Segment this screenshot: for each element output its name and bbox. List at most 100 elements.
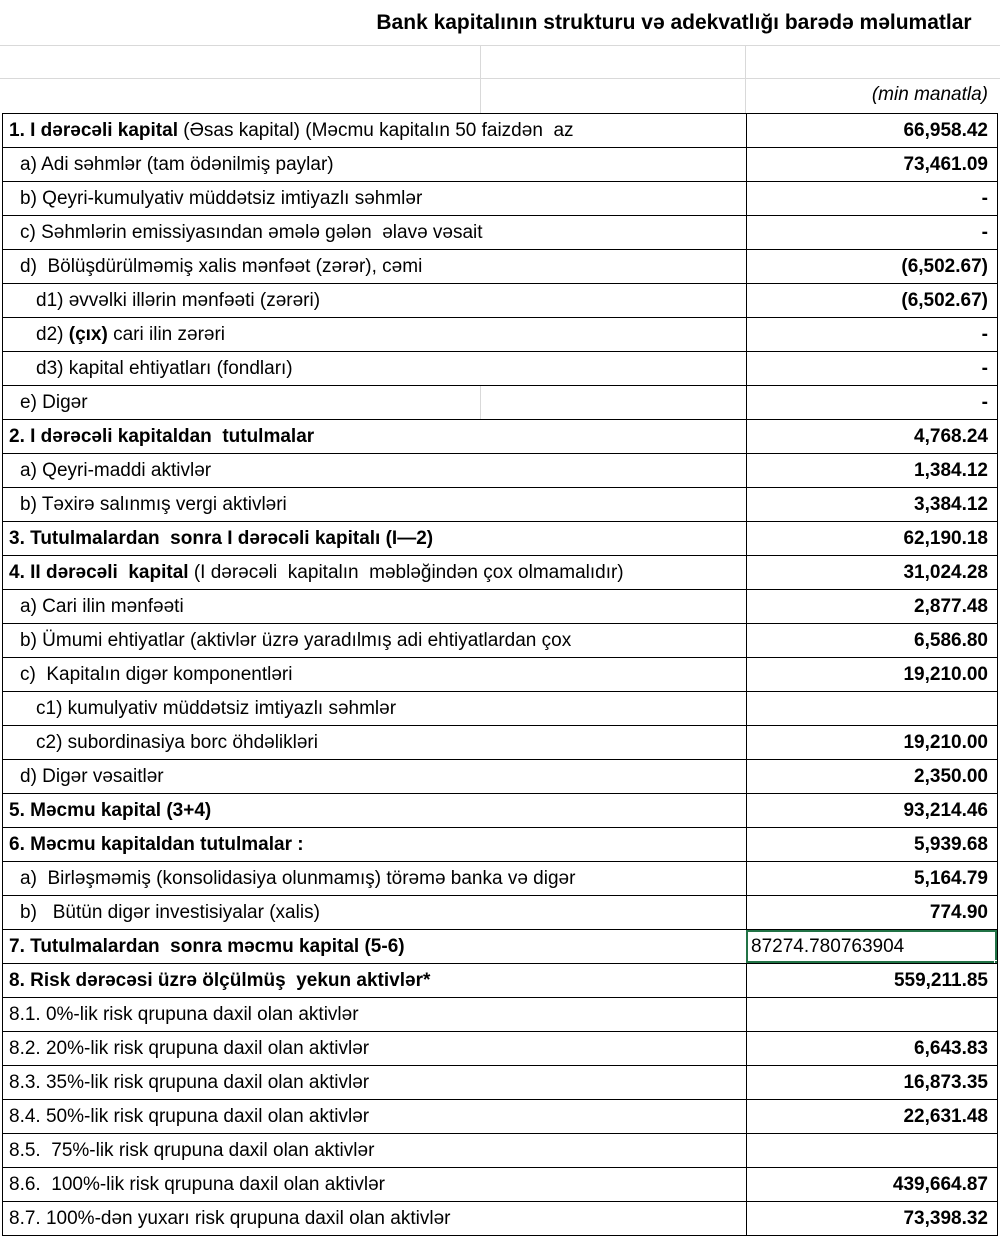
row-value-cell[interactable]: 5,164.79 <box>746 862 997 895</box>
row-label-cell[interactable]: b) Ümumi ehtiyatlar (aktivlər üzrə yarad… <box>3 624 746 657</box>
row-value-cell[interactable] <box>746 1134 997 1167</box>
row-value-cell[interactable]: 19,210.00 <box>746 726 997 759</box>
row-label-cell[interactable]: 8.7. 100%-dən yuxarı risk qrupuna daxil … <box>3 1202 746 1235</box>
row-value-cell[interactable] <box>746 998 997 1031</box>
row-label-cell[interactable]: 7. Tutulmalardan sonra məcmu kapital (5-… <box>3 930 746 963</box>
selection-fill-handle[interactable] <box>994 960 997 963</box>
row-label-text: a) Qeyri-maddi aktivlər <box>20 459 212 481</box>
row-label-text: c) Səhmlərin emissiyasından əmələ gələn … <box>20 221 483 243</box>
row-label-cell[interactable]: 3. Tutulmalardan sonra I dərəcəli kapita… <box>3 522 746 555</box>
row-value-cell[interactable]: 439,664.87 <box>746 1168 997 1201</box>
row-label-cell[interactable]: c) Kapitalın digər komponentləri <box>3 658 746 691</box>
sheet-header-area: Bank kapitalının strukturu və adekvatlığ… <box>0 0 1000 113</box>
table-row: 7. Tutulmalardan sonra məcmu kapital (5-… <box>3 930 997 964</box>
row-label-cell[interactable]: a) Birləşməmiş (konsolidasiya olunmamış)… <box>3 862 746 895</box>
table-row: b) Qeyri-kumulyativ müddətsiz imtiyazlı … <box>3 182 997 216</box>
row-value-cell[interactable]: 774.90 <box>746 896 997 929</box>
row-label-cell[interactable]: d) Bölüşdürülməmiş xalis mənfəət (zərər)… <box>3 250 746 283</box>
row-label-cell[interactable]: 5. Məcmu kapital (3+4) <box>3 794 746 827</box>
row-value-cell[interactable]: 22,631.48 <box>746 1100 997 1133</box>
row-label-cell[interactable]: 6. Məcmu kapitaldan tutulmalar : <box>3 828 746 861</box>
row-label-text: a) Adi səhmlər (tam ödənilmiş paylar) <box>20 153 334 175</box>
row-label-cell[interactable]: 2. I dərəcəli kapitaldan tutulmalar <box>3 420 746 453</box>
row-label-cell[interactable]: c) Səhmlərin emissiyasından əmələ gələn … <box>3 216 746 249</box>
row-label-cell[interactable]: a) Adi səhmlər (tam ödənilmiş paylar) <box>3 148 746 181</box>
row-label-cell[interactable]: 4. II dərəcəli kapital (I dərəcəli kapit… <box>3 556 746 589</box>
row-label-cell[interactable]: c1) kumulyativ müddətsiz imtiyazlı səhml… <box>3 692 746 725</box>
row-value-cell[interactable]: 19,210.00 <box>746 658 997 691</box>
table-row: a) Birləşməmiş (konsolidasiya olunmamış)… <box>3 862 997 896</box>
row-value-cell[interactable]: (6,502.67) <box>746 284 997 317</box>
row-label-cell[interactable]: a) Qeyri-maddi aktivlər <box>3 454 746 487</box>
row-value-cell[interactable]: - <box>746 182 997 215</box>
row-label-text: a) Birləşməmiş (konsolidasiya olunmamış)… <box>20 867 576 889</box>
row-label-text: d1) əvvəlki illərin mənfəəti (zərəri) <box>36 289 321 311</box>
row-label-cell[interactable]: 8.1. 0%-lik risk qrupuna daxil olan akti… <box>3 998 746 1031</box>
row-label-text: 7. Tutulmalardan sonra məcmu kapital (5-… <box>9 935 405 957</box>
row-label-text: 8.4. 50%-lik risk qrupuna daxil olan akt… <box>9 1105 370 1127</box>
row-value-cell[interactable]: 3,384.12 <box>746 488 997 521</box>
row-label-text: d) Bölüşdürülməmiş xalis mənfəət (zərər)… <box>20 255 423 277</box>
row-label-cell[interactable]: b) Təxirə salınmış vergi aktivləri <box>3 488 746 521</box>
row-value-cell[interactable]: 2,350.00 <box>746 760 997 793</box>
row-value-cell[interactable]: - <box>746 318 997 351</box>
table-row: 8.2. 20%-lik risk qrupuna daxil olan akt… <box>3 1032 997 1066</box>
gridline-vertical <box>745 45 746 113</box>
row-label-text: 3. Tutulmalardan sonra I dərəcəli kapita… <box>9 527 434 549</box>
row-value-cell[interactable]: 16,873.35 <box>746 1066 997 1099</box>
row-value-cell[interactable]: - <box>746 216 997 249</box>
row-label-cell[interactable]: d) Digər vəsaitlər <box>3 760 746 793</box>
row-label-cell[interactable]: b) Bütün digər investisiyalar (xalis) <box>3 896 746 929</box>
row-label-cell[interactable]: 8.5. 75%-lik risk qrupuna daxil olan akt… <box>3 1134 746 1167</box>
row-value-cell[interactable]: 66,958.42 <box>746 114 997 147</box>
table-row: 8.3. 35%-lik risk qrupuna daxil olan akt… <box>3 1066 997 1100</box>
row-value-cell[interactable]: 73,398.32 <box>746 1202 997 1235</box>
row-label-text: b) Ümumi ehtiyatlar (aktivlər üzrə yarad… <box>20 629 572 651</box>
row-value-cell[interactable]: 73,461.09 <box>746 148 997 181</box>
row-value-cell[interactable]: 1,384.12 <box>746 454 997 487</box>
row-label-cell[interactable]: 1. I dərəcəli kapital (Əsas kapital) (Mə… <box>3 114 746 147</box>
row-label-cell[interactable]: 8.3. 35%-lik risk qrupuna daxil olan akt… <box>3 1066 746 1099</box>
row-label-cell[interactable]: d3) kapital ehtiyatları (fondları) <box>3 352 746 385</box>
table-row: d1) əvvəlki illərin mənfəəti (zərəri) (6,… <box>3 284 997 318</box>
row-value-cell[interactable]: 93,214.46 <box>746 794 997 827</box>
row-label-cell[interactable]: e) Digər <box>3 386 746 419</box>
row-value-cell[interactable]: 5,939.68 <box>746 828 997 861</box>
row-label-cell[interactable]: c2) subordinasiya borc öhdəlikləri <box>3 726 746 759</box>
row-label-text: 6. Məcmu kapitaldan tutulmalar : <box>9 833 304 855</box>
table-row: b) Bütün digər investisiyalar (xalis) 774… <box>3 896 997 930</box>
row-label-cell[interactable]: 8.4. 50%-lik risk qrupuna daxil olan akt… <box>3 1100 746 1133</box>
table-row: a) Cari ilin mənfəəti 2,877.48 <box>3 590 997 624</box>
table-row: 8.5. 75%-lik risk qrupuna daxil olan akt… <box>3 1134 997 1168</box>
row-value-cell[interactable]: 559,211.85 <box>746 964 997 997</box>
table-row: 1. I dərəcəli kapital (Əsas kapital) (Mə… <box>3 114 997 148</box>
selected-value-cell[interactable]: 87274.780763904 <box>746 930 997 963</box>
row-label-cell[interactable]: d2) (çıx) cari ilin zərəri <box>3 318 746 351</box>
row-value-cell[interactable]: 6,643.83 <box>746 1032 997 1065</box>
table-row: d) Bölüşdürülməmiş xalis mənfəət (zərər)… <box>3 250 997 284</box>
row-value-cell[interactable]: 6,586.80 <box>746 624 997 657</box>
row-value-cell[interactable] <box>746 692 997 725</box>
unit-note: (min manatla) <box>871 84 988 105</box>
table-row: 8.1. 0%-lik risk qrupuna daxil olan akti… <box>3 998 997 1032</box>
row-label-text: b) Təxirə salınmış vergi aktivləri <box>20 493 287 515</box>
row-label-text: 1. I dərəcəli kapital <box>9 119 178 141</box>
row-label-text: 5. Məcmu kapital (3+4) <box>9 799 212 821</box>
row-label-cell[interactable]: 8.2. 20%-lik risk qrupuna daxil olan akt… <box>3 1032 746 1065</box>
row-value-cell[interactable]: - <box>746 352 997 385</box>
row-label-cell[interactable]: 8.6. 100%-lik risk qrupuna daxil olan ak… <box>3 1168 746 1201</box>
table-row: b) Təxirə salınmış vergi aktivləri 3,384.… <box>3 488 997 522</box>
row-value-cell[interactable]: 4,768.24 <box>746 420 997 453</box>
row-value-cell[interactable]: 31,024.28 <box>746 556 997 589</box>
row-value-cell[interactable]: 2,877.48 <box>746 590 997 623</box>
row-label-cell[interactable]: b) Qeyri-kumulyativ müddətsiz imtiyazlı … <box>3 182 746 215</box>
row-label-text: 8.6. 100%-lik risk qrupuna daxil olan ak… <box>9 1173 385 1195</box>
row-label-cell[interactable]: d1) əvvəlki illərin mənfəəti (zərəri) <box>3 284 746 317</box>
row-value-cell[interactable]: - <box>746 386 997 419</box>
table-row: 3. Tutulmalardan sonra I dərəcəli kapita… <box>3 522 997 556</box>
row-label-cell[interactable]: 8. Risk dərəcəsi üzrə ölçülmüş yekun akt… <box>3 964 746 997</box>
row-value-cell[interactable]: (6,502.67) <box>746 250 997 283</box>
row-label-cell[interactable]: a) Cari ilin mənfəəti <box>3 590 746 623</box>
row-value-cell[interactable]: 62,190.18 <box>746 522 997 555</box>
